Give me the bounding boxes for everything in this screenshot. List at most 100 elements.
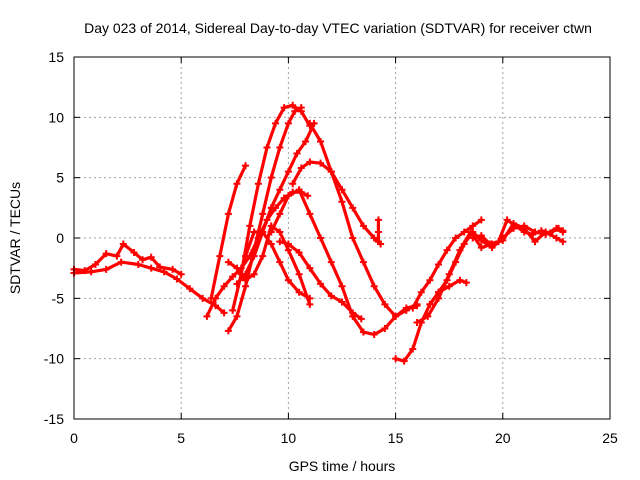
data-point xyxy=(233,280,241,288)
data-point xyxy=(546,229,554,237)
data-point xyxy=(359,222,367,230)
data-point xyxy=(259,210,267,218)
data-point xyxy=(224,327,232,335)
data-point xyxy=(327,292,335,300)
data-point xyxy=(295,288,303,296)
data-point xyxy=(276,238,284,246)
x-tick-label: 10 xyxy=(281,430,297,446)
data-point xyxy=(302,137,310,145)
data-point xyxy=(443,246,451,254)
data-point xyxy=(370,234,378,242)
data-point xyxy=(317,159,325,167)
data-point xyxy=(250,228,258,236)
data-point xyxy=(117,258,125,266)
data-point xyxy=(338,198,346,206)
data-point xyxy=(503,216,511,224)
data-point xyxy=(317,280,325,288)
data-point xyxy=(293,150,301,158)
data-point xyxy=(224,258,232,266)
data-point xyxy=(374,238,382,246)
data-point xyxy=(284,246,292,254)
data-point xyxy=(381,300,389,308)
series-arc-19 xyxy=(469,216,567,248)
series-arc-12 xyxy=(267,186,421,339)
data-point xyxy=(426,276,434,284)
data-point xyxy=(445,270,453,278)
data-point xyxy=(233,264,241,272)
data-point xyxy=(445,282,453,290)
data-point xyxy=(242,162,250,170)
data-point xyxy=(134,261,142,269)
data-point xyxy=(381,325,389,332)
data-point xyxy=(297,164,305,172)
data-point xyxy=(295,248,303,256)
data-point xyxy=(467,228,475,236)
data-point xyxy=(242,276,250,284)
data-point xyxy=(370,331,378,339)
data-point xyxy=(409,345,417,353)
data-point xyxy=(284,119,292,127)
data-point xyxy=(392,355,400,363)
data-point xyxy=(469,222,477,230)
data-point xyxy=(229,273,237,281)
data-point xyxy=(374,216,382,224)
data-point xyxy=(357,315,365,323)
data-point xyxy=(276,228,284,236)
series-arc-13 xyxy=(276,238,365,323)
data-point xyxy=(186,285,194,293)
data-point xyxy=(267,228,275,236)
data-point xyxy=(531,238,539,246)
data-point xyxy=(555,224,563,232)
data-point xyxy=(374,228,382,236)
data-point xyxy=(173,275,181,283)
y-tick-label: 5 xyxy=(56,170,64,186)
data-point xyxy=(276,186,284,194)
data-point xyxy=(113,252,121,260)
series-arc-14 xyxy=(374,216,382,246)
data-point xyxy=(338,298,346,306)
data-point xyxy=(242,270,250,278)
series-arc-11 xyxy=(306,119,421,320)
data-point xyxy=(304,192,312,200)
data-point xyxy=(91,261,99,269)
data-point xyxy=(413,318,421,326)
series-arc-9 xyxy=(242,228,314,302)
data-point xyxy=(297,107,305,115)
data-point xyxy=(306,264,314,272)
data-point xyxy=(295,270,303,278)
data-point xyxy=(349,204,357,212)
data-point xyxy=(306,294,314,302)
data-point xyxy=(289,101,297,109)
y-tick-label: 0 xyxy=(56,230,64,246)
data-point xyxy=(130,248,138,256)
data-point xyxy=(147,264,155,272)
data-point xyxy=(216,252,224,260)
data-point xyxy=(259,228,267,236)
data-point xyxy=(327,258,335,266)
data-point xyxy=(276,144,284,151)
series-arc-18 xyxy=(409,216,485,312)
data-point xyxy=(520,228,528,236)
data-point xyxy=(456,276,464,284)
data-point xyxy=(199,294,207,302)
series-layer xyxy=(70,101,567,365)
data-point xyxy=(280,104,288,112)
data-point xyxy=(434,288,442,296)
axis-ticks: 0 5 10 15 20 25 -15 -10 -5 0 5 10 15 xyxy=(44,49,618,446)
data-point xyxy=(102,265,110,273)
data-point xyxy=(276,210,284,218)
data-point xyxy=(529,230,537,238)
series-arc-17 xyxy=(426,276,470,308)
y-tick-label: 10 xyxy=(48,109,64,125)
x-axis-label: GPS time / hours xyxy=(289,458,396,474)
data-point xyxy=(250,270,258,278)
data-point xyxy=(147,253,155,261)
data-point xyxy=(409,304,417,312)
data-point xyxy=(306,158,314,166)
data-point xyxy=(289,180,297,188)
data-point xyxy=(160,268,168,276)
data-point xyxy=(203,312,211,320)
data-point xyxy=(276,258,284,266)
series-arc-1 xyxy=(70,240,185,278)
data-point xyxy=(462,279,470,287)
